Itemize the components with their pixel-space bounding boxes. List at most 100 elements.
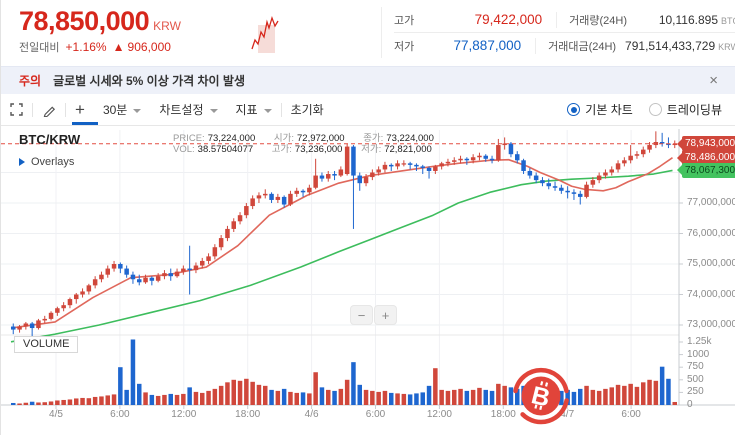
draw-button[interactable] (33, 94, 65, 125)
reset-label: 초기화 (290, 103, 324, 117)
chevron-down-icon (133, 108, 142, 113)
active-tab-indicator (72, 122, 98, 125)
overlays-toggle[interactable]: Overlays (19, 156, 74, 168)
candle-info-row-2: VOL: 38.57504077 고가: 73,236,000 저가: 72,821,… (173, 141, 448, 155)
turnover24h-unit: KRW (718, 41, 735, 52)
radio-tradingview[interactable]: 트레이딩뷰 (648, 101, 722, 118)
volume-axis-label: 1.25k (687, 336, 712, 347)
price-label: PRICE: (173, 133, 205, 144)
fullscreen-icon (10, 103, 23, 116)
toolbar-divider (32, 102, 33, 117)
radio-selected-icon (567, 103, 581, 116)
tradingview-label: 트레이딩뷰 (666, 103, 722, 117)
warning-badge: 주의 (19, 74, 42, 88)
x-axis-label: 4/6 (304, 409, 319, 420)
close-value: 73,224,000 (386, 133, 434, 144)
x-axis-label: 12:00 (171, 409, 197, 420)
volume-axis-label: 0 (687, 399, 693, 410)
change-arrow-icon: ▲ (112, 40, 125, 54)
chart-toolbar: + 30분 차트설정 지표 초기화 기본 차트 트레이딩뷰 (1, 94, 735, 126)
current-price: 78,850,000 (19, 6, 150, 36)
toolbar-divider (65, 102, 66, 117)
price-axis-label: 76,000,000 (687, 227, 735, 239)
high-value: 79,422,000 (474, 12, 543, 27)
price-axis-label: 75,000,000 (687, 258, 735, 269)
volume24h-unit: BTC (721, 15, 735, 26)
price-value: 73,224,000 (207, 133, 256, 144)
stats-row-low-turnover: 저가 77,887,000 거래대금(24H) 791,514,433,729 K… (394, 33, 735, 58)
low-label: 저가: (361, 144, 382, 155)
radio-unselected-icon (648, 103, 662, 116)
x-axis-label: 12:00 (426, 409, 452, 420)
chart-region: BTC/KRW PRICE: 73,224,000 시가: 72,972,000 종… (1, 125, 735, 435)
pencil-icon (43, 105, 56, 117)
indicators-dropdown[interactable]: 지표 (227, 94, 281, 125)
radio-basic-chart[interactable]: 기본 차트 (567, 101, 633, 118)
price-axis-label: 73,000,000 (687, 319, 735, 330)
reset-button[interactable]: 초기화 (282, 94, 333, 125)
x-axis-label: 18:00 (235, 409, 261, 420)
x-axis-label: 18:00 (490, 409, 516, 420)
zoom-controls: − + (351, 306, 396, 324)
candlestick-chart[interactable] (1, 125, 735, 435)
x-axis-label: 6:00 (365, 409, 386, 420)
volume-axis-label: 750 (687, 361, 704, 373)
x-axis-label: 6:00 (621, 409, 641, 420)
change-percent: +1.16% (65, 40, 107, 54)
vol-value: 38.57504077 (197, 144, 254, 155)
bitcoin-watermark-logo: B (513, 367, 569, 425)
ma-slow-price-tag: 78,067,300 (676, 162, 735, 178)
close-icon[interactable]: × (709, 72, 718, 89)
triangle-right-icon (19, 158, 25, 166)
pair-label: BTC/KRW (19, 132, 81, 147)
chart-settings-label: 차트설정 (159, 103, 204, 117)
high-value: 73,236,000 (294, 144, 343, 155)
ticker-header: 78,850,000 KRW 전일대비 +1.16% ▲ 906,000 고가 79… (1, 0, 735, 64)
warning-banner: 주의 글로벌 시세와 5% 이상 가격 차이 발생 × (1, 66, 735, 95)
open-label: 시가: (273, 133, 294, 144)
volume-axis-label: 1000 (687, 348, 710, 360)
low-label: 저가 (394, 40, 415, 53)
interval-dropdown[interactable]: 30분 (94, 94, 150, 125)
indicators-label: 지표 (235, 103, 258, 117)
x-axis-label: 4/7 (560, 409, 575, 420)
price-axis-label: 74,000,000 (687, 288, 735, 300)
warning-text: 글로벌 시세와 5% 이상 가격 차이 발생 (53, 74, 246, 88)
volume-axis-label: 250 (687, 386, 704, 398)
currency-unit: KRW (153, 19, 181, 33)
chevron-down-icon (209, 108, 218, 113)
zoom-in-button[interactable]: + (375, 306, 396, 324)
volume-axis-label: 500 (687, 373, 704, 385)
turnover24h-label: 거래대금(24H) (535, 37, 625, 54)
low-value: 77,887,000 (453, 38, 522, 53)
interval-label: 30분 (102, 103, 128, 117)
open-value: 72,972,000 (297, 133, 345, 144)
chart-settings-dropdown[interactable]: 차트설정 (150, 94, 226, 125)
volume-pane-label: VOLUME (14, 336, 79, 353)
zoom-out-button[interactable]: − (351, 306, 372, 324)
candle-info-row-1: PRICE: 73,224,000 시가: 72,972,000 종가: 73,224… (173, 130, 450, 144)
chart-type-switch: 기본 차트 트레이딩뷰 (567, 94, 722, 125)
current-price-tag: 78,943,000 (676, 136, 735, 152)
chevron-down-icon (263, 108, 272, 113)
fullscreen-button[interactable] (1, 94, 32, 125)
vol-label: VOL: (173, 144, 195, 155)
add-indicator-tab[interactable]: + (66, 94, 98, 125)
high-label: 고가: (271, 144, 292, 155)
close-label: 종가: (363, 133, 384, 144)
low-value: 72,821,000 (384, 144, 432, 155)
current-price-block: 78,850,000 KRW 전일대비 +1.16% ▲ 906,000 (19, 6, 181, 55)
change-amount: 906,000 (127, 40, 171, 54)
basic-chart-label: 기본 차트 (585, 103, 633, 117)
mini-sparkline-chart (251, 15, 279, 53)
price-axis-label: 77,000,000 (687, 197, 735, 208)
turnover24h-value: 791,514,433,729KRW (625, 39, 735, 53)
overlays-label: Overlays (31, 156, 75, 168)
price-change-line: 전일대비 +1.16% ▲ 906,000 (19, 39, 181, 55)
plus-icon: + (75, 99, 85, 119)
volume24h-label: 거래량(24H) (556, 11, 659, 28)
market-stats: 고가 79,422,000 거래량(24H) 10,116.895BTC 저가 … (381, 7, 735, 58)
x-axis-label: 4/5 (49, 409, 63, 420)
high-label: 고가 (394, 14, 415, 27)
